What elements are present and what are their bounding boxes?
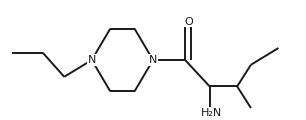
Text: O: O [185,17,193,27]
Text: H₂N: H₂N [200,108,222,118]
Text: N: N [149,55,157,65]
Text: N: N [88,55,96,65]
